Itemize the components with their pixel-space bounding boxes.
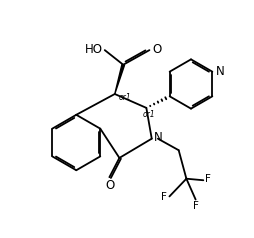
Text: F: F — [161, 192, 167, 202]
Polygon shape — [115, 64, 124, 94]
Text: HO: HO — [84, 43, 102, 56]
Text: N: N — [215, 65, 224, 78]
Text: F: F — [205, 174, 211, 184]
Text: F: F — [194, 201, 199, 211]
Text: O: O — [105, 179, 115, 192]
Text: N: N — [154, 131, 163, 144]
Text: O: O — [152, 43, 162, 56]
Text: or1: or1 — [142, 110, 155, 119]
Text: or1: or1 — [119, 93, 131, 102]
